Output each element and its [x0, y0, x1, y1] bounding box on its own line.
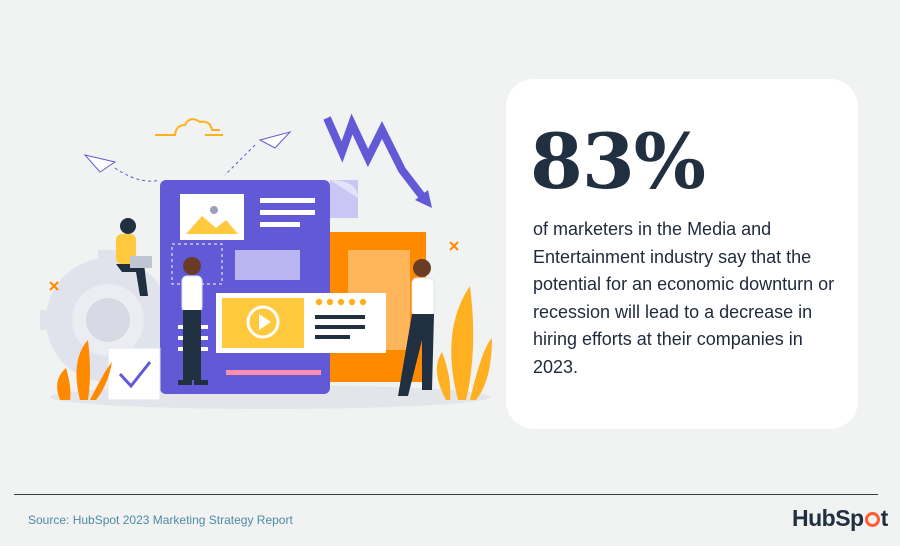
- decorative-crosses: [49, 241, 459, 291]
- stat-card: 83% of marketers in the Media and Entert…: [506, 79, 858, 429]
- person-left: [178, 257, 208, 385]
- person-right: [398, 259, 435, 396]
- sprocket-icon: [864, 512, 880, 527]
- hubspot-logo: HubSp t: [792, 505, 888, 532]
- video-card: [216, 293, 386, 353]
- footer-divider: [14, 494, 878, 495]
- logo-text-start: HubSp: [792, 505, 864, 531]
- star-rating-icon: [315, 298, 367, 306]
- stat-value: 83%: [530, 117, 706, 206]
- paper-plane-icon: [83, 131, 292, 173]
- stat-description: of marketers in the Media and Entertainm…: [533, 219, 835, 377]
- logo-text-end: t: [880, 505, 889, 531]
- checkbox-icon: [107, 347, 161, 401]
- cloud-icon: [155, 118, 223, 136]
- source-citation: Source: HubSpot 2023 Marketing Strategy …: [28, 513, 293, 527]
- marketing-illustration: [30, 100, 500, 420]
- person-with-laptop: [116, 218, 152, 296]
- plant-icon: [436, 286, 492, 400]
- downtrend-arrow-icon: [323, 113, 432, 208]
- plant-icon: [57, 340, 112, 400]
- video-play-icon: [246, 305, 280, 339]
- image-icon: [186, 206, 238, 234]
